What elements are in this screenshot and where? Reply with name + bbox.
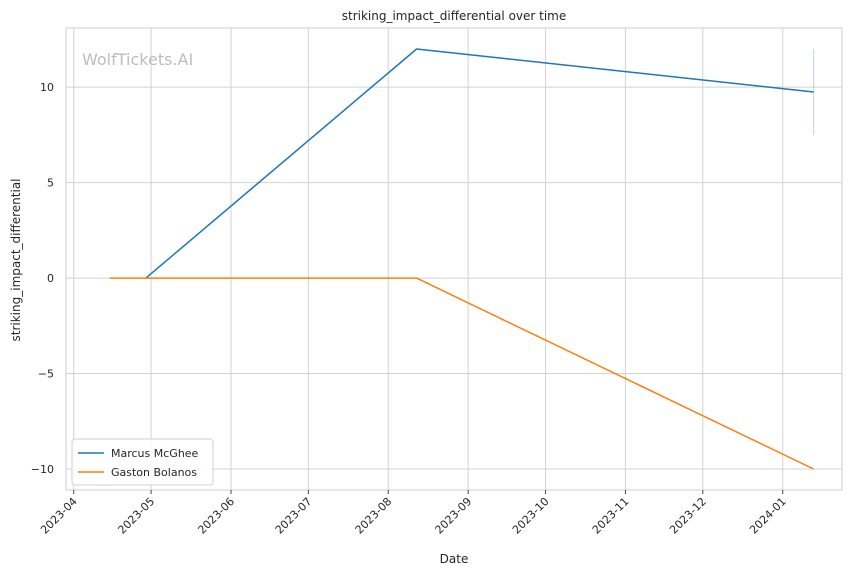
chart-title: striking_impact_differential over time [342,9,567,23]
legend: Marcus McGhee Gaston Bolanos [71,438,214,486]
y-tick-label: 10 [40,81,54,94]
series-line-gaston-bolanos [109,277,814,470]
watermark-text: WolfTickets.AI [82,50,193,69]
legend-label-gaston-bolanos: Gaston Bolanos [111,466,197,479]
plot-area [65,27,843,491]
series-line-marcus-mcghee [145,48,814,279]
y-tick-label: 5 [47,177,54,190]
legend-label-marcus-mcghee: Marcus McGhee [111,447,199,460]
series-lines [109,48,815,470]
y-tick-label: 0 [47,272,54,285]
y-axis-label: striking_impact_differential [9,178,23,341]
y-tick-label: −10 [31,463,54,476]
y-tick-label: −5 [38,368,54,381]
x-axis-label: Date [440,552,469,566]
legend-box [71,438,214,486]
